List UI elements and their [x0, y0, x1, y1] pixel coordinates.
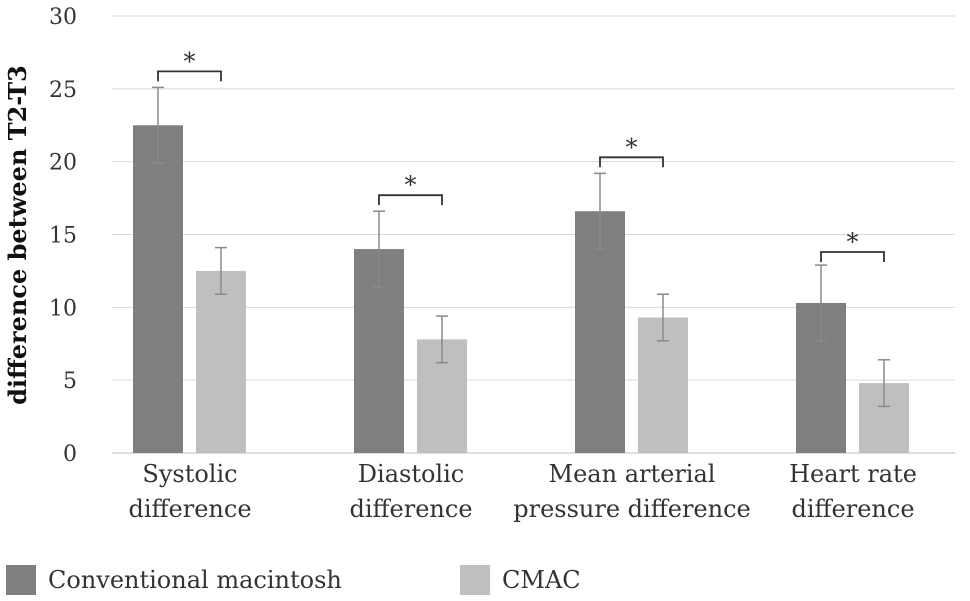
- y-tick-label: 15: [49, 224, 77, 249]
- y-axis-title: difference between T2-T3: [3, 65, 32, 405]
- y-tick-label: 0: [63, 442, 77, 467]
- significance-marker: *: [847, 228, 859, 256]
- bar-conventional-macintosh: [133, 125, 183, 453]
- chart-svg: 0 5 10 15 20 25 30 difference between T2-T3 * * * *…: [0, 0, 970, 597]
- legend-swatch-cmac: [460, 565, 490, 595]
- significance-marker: *: [184, 47, 196, 75]
- bar-cmac: [196, 271, 246, 453]
- category-label: Diastolic: [358, 460, 464, 488]
- bar-chart: 0 5 10 15 20 25 30 difference between T2-T3 * * * *…: [0, 0, 970, 597]
- legend-swatch-conventional-macintosh: [6, 565, 36, 595]
- category-label: difference: [128, 495, 251, 523]
- y-tick-label: 25: [49, 78, 77, 103]
- category-label: pressure difference: [513, 495, 751, 523]
- y-tick-label: 5: [63, 369, 77, 394]
- category-label: Heart rate: [789, 460, 917, 488]
- significance-marker: *: [626, 133, 638, 161]
- category-label: difference: [349, 495, 472, 523]
- y-tick-label: 20: [49, 151, 77, 176]
- category-label: Mean arterial: [549, 460, 716, 488]
- y-tick-label: 30: [49, 5, 77, 30]
- significance-marker: *: [405, 171, 417, 199]
- legend-label: Conventional macintosh: [48, 566, 342, 594]
- y-tick-label: 10: [49, 296, 77, 321]
- category-label: Systolic: [142, 460, 237, 488]
- category-label: difference: [791, 495, 914, 523]
- legend-label: CMAC: [502, 566, 581, 594]
